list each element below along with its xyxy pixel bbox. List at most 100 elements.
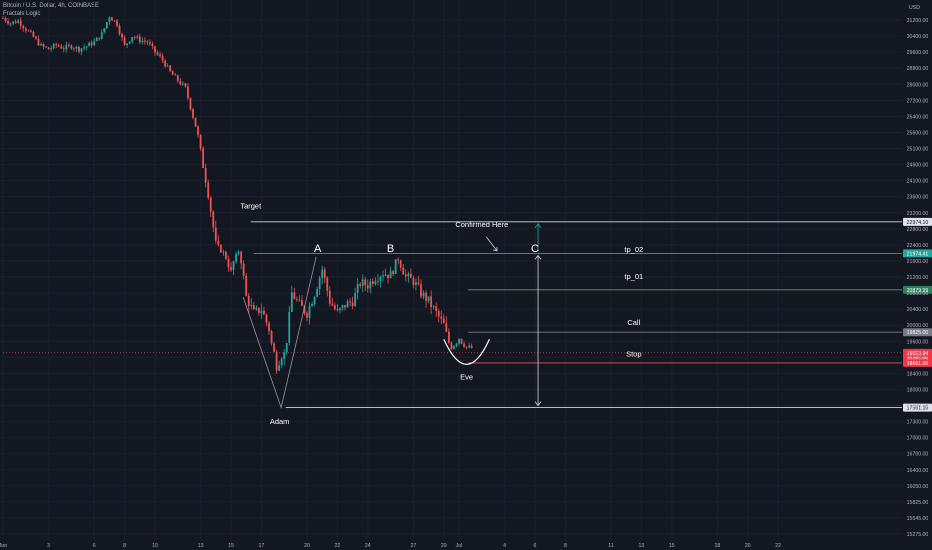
candle-body — [212, 211, 215, 228]
candle-body — [7, 21, 9, 24]
y-tick-label: 24100.00 — [907, 179, 929, 185]
annotation-eve: Eve — [460, 372, 473, 381]
candle-body — [318, 277, 321, 290]
candle-body — [166, 65, 169, 67]
candle-body — [445, 323, 448, 332]
candle-body — [278, 365, 281, 371]
annotation-tp_01: tp_01 — [624, 272, 643, 281]
candle-body — [197, 126, 199, 135]
candle-body — [333, 305, 336, 310]
candle-body — [306, 313, 308, 318]
y-tick-label: 20400.00 — [907, 307, 929, 313]
candle-body — [463, 343, 465, 347]
candle-body — [116, 20, 118, 27]
candle-body — [189, 98, 192, 110]
candle-body — [22, 26, 25, 29]
candle-body — [364, 279, 367, 286]
candle-body — [90, 42, 93, 46]
candle-body — [209, 197, 212, 212]
y-tick-label: 30400.00 — [907, 34, 929, 40]
candle-body — [468, 345, 471, 348]
candle-body — [359, 284, 362, 286]
candle-body — [219, 245, 222, 253]
candle-body — [470, 345, 473, 348]
level-price-label: 19023.94 — [907, 351, 929, 357]
candle-body — [336, 309, 339, 311]
eve-arc — [443, 338, 490, 365]
candle-body — [351, 302, 354, 307]
candle-body — [270, 331, 273, 344]
price-axis[interactable]: USD 31200.00 30400.00 29600.00 28800.00 28000… — [907, 5, 929, 538]
y-tick-label: 18000.00 — [907, 387, 929, 393]
candle-body — [24, 28, 27, 31]
candle-body — [204, 167, 207, 183]
y-tick-label: 17600.00 — [907, 404, 929, 410]
candle-body — [298, 299, 301, 301]
candle-body — [83, 47, 85, 49]
candle-body — [323, 269, 326, 278]
x-tick-label: 15 — [228, 543, 234, 549]
candle-body — [369, 281, 372, 289]
candle-body — [93, 41, 96, 46]
candle-body — [47, 47, 50, 50]
price-levels: 22974.10 21974.41 20879.99 19825.00 19023.94… — [3, 217, 932, 412]
x-tick-label: 8 — [123, 543, 126, 549]
candle-body — [85, 46, 88, 48]
y-tick-label: 17300.00 — [907, 420, 929, 426]
candle-body — [425, 292, 427, 302]
candle-body — [407, 273, 410, 277]
level-price-label: 19825.00 — [907, 330, 929, 336]
candle-body — [455, 343, 458, 346]
y-tick-label: 15825.00 — [907, 500, 929, 506]
candle-body — [237, 251, 240, 254]
candle-body — [331, 303, 334, 306]
candle-body — [12, 21, 15, 24]
time-axis[interactable]: Jun 3 6 8 10 13 15 17 20 22 24 27 29 Jul 4 6 8 11 13 15 18 20… — [0, 543, 781, 549]
candle-body — [27, 30, 30, 32]
level-price-tag — [903, 328, 932, 337]
candle-body — [174, 74, 177, 76]
range-arrow-head-up — [534, 254, 542, 260]
candle-body — [141, 40, 144, 43]
candle-body — [171, 71, 174, 75]
candle-body — [361, 279, 364, 286]
chart-header: Bitcoin / U.S. Dollar, 4h, COINBASE Frac… — [3, 2, 99, 18]
candle-body — [303, 305, 306, 314]
candle-body — [40, 44, 42, 46]
candle-body — [19, 20, 22, 27]
annotation-adam: Adam — [270, 417, 290, 426]
x-tick-label: 15 — [669, 543, 675, 549]
candle-body — [394, 259, 397, 274]
candle-body — [349, 301, 351, 303]
candle-body — [280, 358, 283, 366]
annotation-a: A — [314, 243, 322, 255]
candle-body — [354, 292, 357, 307]
candle-body — [458, 338, 460, 344]
x-tick-label: 22 — [335, 543, 341, 549]
candle-body — [136, 36, 139, 38]
candle-body — [151, 43, 154, 47]
candle-body — [133, 37, 136, 38]
candle-body — [356, 284, 359, 293]
candle-body — [17, 20, 20, 24]
x-tick-label: 24 — [365, 543, 371, 549]
candle-body — [273, 343, 275, 352]
candle-body — [379, 276, 382, 281]
candle-body — [217, 240, 220, 246]
y-tick-label: 24600.00 — [907, 163, 929, 169]
x-tick-label: 20 — [745, 543, 751, 549]
x-tick-label: 3 — [47, 543, 50, 549]
candle-body — [288, 311, 291, 343]
candle-body — [268, 322, 270, 332]
candle-body — [430, 296, 433, 308]
annotation-b: B — [387, 243, 394, 255]
annotation-stop: Stop — [626, 349, 641, 358]
candle-body — [111, 17, 113, 21]
y-tick-label: 28800.00 — [907, 66, 929, 72]
candle-body — [194, 117, 197, 127]
candle-body — [422, 292, 425, 297]
candle-body — [179, 80, 182, 85]
y-tick-label: 22800.00 — [907, 227, 929, 233]
candle-body — [447, 331, 450, 343]
